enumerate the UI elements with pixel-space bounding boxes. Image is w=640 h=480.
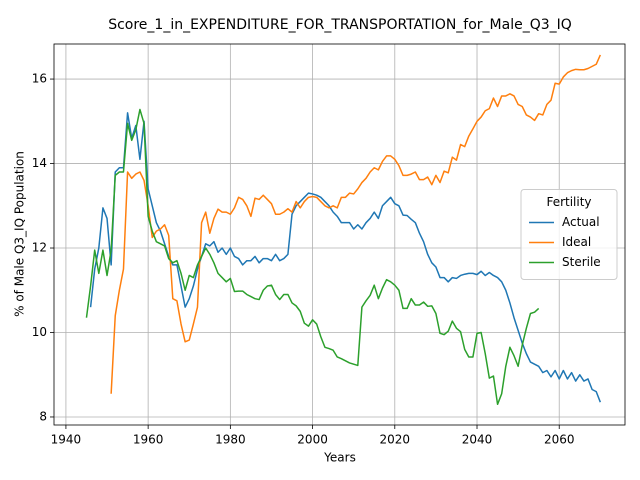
x-tick-label: 1960 xyxy=(133,433,164,447)
plot-frame xyxy=(53,43,626,426)
series-line xyxy=(110,54,602,394)
legend-box xyxy=(520,189,618,280)
x-tick-label: 2060 xyxy=(544,433,575,447)
y-tick-label: 16 xyxy=(32,72,47,86)
lines xyxy=(85,54,602,406)
x-tick-label: 2040 xyxy=(462,433,493,447)
x-tick-label: 1940 xyxy=(51,433,82,447)
y-tick-label: 14 xyxy=(32,156,47,170)
x-tick-label: 2000 xyxy=(297,433,328,447)
chart-title: Score_1_in_EXPENDITURE_FOR_TRANSPORTATIO… xyxy=(108,17,572,33)
legend-label: Actual xyxy=(562,215,600,229)
legend: Fertility Actual Ideal Sterile xyxy=(520,189,618,280)
legend-label: Sterile xyxy=(562,255,601,269)
x-tick-label: 1980 xyxy=(215,433,246,447)
y-tick-label: 12 xyxy=(32,241,47,255)
grid: 1940 1960 1980 2000 2020 2040 2060 8 10 12 14 16 xyxy=(32,44,625,447)
y-tick-label: 8 xyxy=(39,409,47,423)
y-tick-label: 10 xyxy=(32,325,47,339)
legend-title: Fertility xyxy=(546,195,591,209)
x-axis-label: Years xyxy=(323,451,356,465)
legend-label: Ideal xyxy=(562,235,591,249)
x-tick-label: 2020 xyxy=(380,433,411,447)
series-line xyxy=(85,108,540,406)
series-line xyxy=(89,112,602,403)
y-axis-label: % of Male Q3_IQ Population xyxy=(13,151,27,317)
